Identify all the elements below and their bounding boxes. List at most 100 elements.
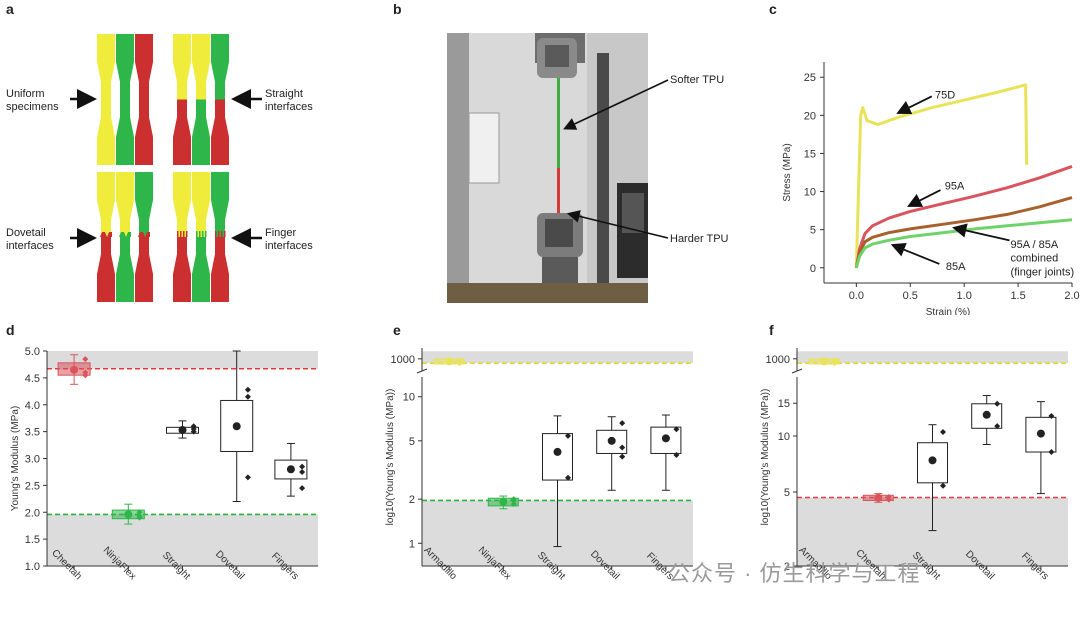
data-point — [456, 357, 463, 364]
y-tick-label: 3.0 — [25, 454, 40, 466]
panel-letter-f: f — [769, 322, 774, 338]
y-axis-label: Stress (MPa) — [782, 143, 793, 201]
data-point — [885, 496, 892, 503]
data-point — [940, 429, 946, 436]
watermark: 公众号 · 仿生科学与工程 — [668, 561, 921, 586]
mean-marker — [70, 365, 79, 374]
label-uniform: Uniform specimens — [6, 88, 59, 113]
y-tick-label: 1.0 — [25, 561, 40, 573]
data-point — [510, 497, 517, 504]
x-tick-label: 0.0 — [849, 290, 864, 302]
data-point — [565, 432, 571, 439]
specimen-dovetail-top — [97, 172, 115, 237]
y-tick-label: 1000 — [766, 354, 790, 366]
finger-joint — [177, 231, 179, 237]
y-tick-label: 10 — [778, 431, 790, 443]
data-point — [673, 452, 680, 459]
annotation-arrow — [907, 189, 941, 207]
x-tick-label: 1.5 — [1010, 290, 1025, 302]
y-tick-label: 4.5 — [25, 373, 40, 385]
annotation-finger-joints: (finger joints) — [1011, 266, 1075, 278]
mean-marker — [445, 357, 454, 366]
specimen-dovetail-bottom — [135, 237, 153, 302]
data-point — [619, 453, 626, 460]
mean-marker — [874, 493, 883, 502]
data-point — [299, 485, 306, 492]
specimen-dovetail-bottom — [97, 237, 115, 302]
panel-letter-d: d — [6, 322, 15, 338]
y-tick-label: 20 — [804, 110, 816, 122]
data-point — [244, 474, 251, 481]
data-point — [994, 423, 1001, 430]
mean-marker — [178, 426, 187, 435]
reference-band — [422, 351, 693, 364]
specimen-uniform — [116, 34, 134, 165]
y-tick-label: 5 — [784, 487, 790, 499]
specimen-dovetail-top — [135, 172, 153, 237]
axis-break — [791, 368, 803, 374]
y-tick-label: 10 — [403, 392, 415, 404]
y-tick-label: 4.0 — [25, 400, 40, 412]
data-point — [994, 400, 1001, 407]
y-axis-label: log10(Young's Modulus (MPa)) — [385, 389, 396, 526]
panel-letter-e: e — [393, 322, 401, 338]
y-tick-label: 5 — [810, 225, 816, 237]
series-line-3 — [854, 218, 1073, 269]
data-point — [136, 513, 143, 520]
finger-joint — [218, 231, 220, 237]
mean-marker — [1036, 429, 1045, 438]
finger-joint — [224, 231, 226, 237]
x-tick-label: 2.0 — [1064, 290, 1079, 302]
specimen-straight-top — [192, 34, 210, 100]
y-tick-label: 10 — [804, 187, 816, 199]
box — [650, 426, 682, 454]
annotation-95A: 95A — [945, 180, 965, 192]
y-tick-label: 15 — [778, 398, 790, 410]
axis-break-gap — [791, 371, 803, 377]
dovetail-joint — [138, 232, 150, 237]
y-tick-label: 1 — [409, 538, 415, 550]
annotation-combined: combined — [1011, 253, 1059, 265]
mean-marker — [553, 447, 562, 456]
series-line-2 — [854, 196, 1073, 269]
y-tick-label: 15 — [804, 148, 816, 160]
finger-joint — [196, 231, 198, 237]
y-tick-label: 2.0 — [25, 507, 40, 519]
series-line-1 — [854, 164, 1073, 269]
panel-letter-a: a — [6, 1, 14, 17]
mean-marker — [982, 410, 991, 419]
data-point — [1048, 413, 1055, 420]
specimen-finger-bottom — [173, 237, 191, 302]
chart-d-youngs-modulus: 1.0 1.5 2.0 2.5 3.0 3.5 4.0 4.5 5.0 Young's Modul… — [10, 346, 318, 582]
specimen-uniform — [97, 34, 115, 165]
specimen-finger-top — [211, 172, 229, 237]
finger-joint — [180, 231, 182, 237]
dovetail-joint — [119, 232, 131, 237]
specimen-dovetail-bottom — [116, 237, 134, 302]
data-point — [82, 356, 89, 363]
label-dovetail: Dovetail interfaces — [6, 227, 54, 252]
dovetail-joint — [100, 232, 112, 237]
panel-letter-b: b — [393, 1, 402, 17]
y-tick-label: 25 — [804, 72, 816, 84]
data-point — [244, 386, 251, 393]
chart-c-stress-strain: 0 5 10 15 20 25 0.0 0.5 1.0 1.5 2.0 Strain (%) Stres… — [782, 62, 1080, 315]
annotation-arrow — [890, 243, 940, 265]
x-tick-label: 0.5 — [903, 290, 918, 302]
label-straight: Straight interfaces — [265, 88, 313, 113]
reference-band — [47, 514, 318, 566]
panel-letter-c: c — [769, 1, 777, 17]
specimen-straight-top — [173, 34, 191, 100]
finger-joint — [183, 231, 185, 237]
data-point — [831, 357, 838, 364]
specimen-straight-top — [211, 34, 229, 100]
x-axis-label: Strain (%) — [926, 307, 970, 315]
mean-marker — [286, 465, 295, 474]
axis-break-gap — [416, 371, 428, 377]
y-tick-label: 3.5 — [25, 427, 40, 439]
finger-joint — [186, 231, 188, 237]
mean-marker — [661, 434, 670, 443]
label-finger: Finger interfaces — [265, 227, 313, 252]
